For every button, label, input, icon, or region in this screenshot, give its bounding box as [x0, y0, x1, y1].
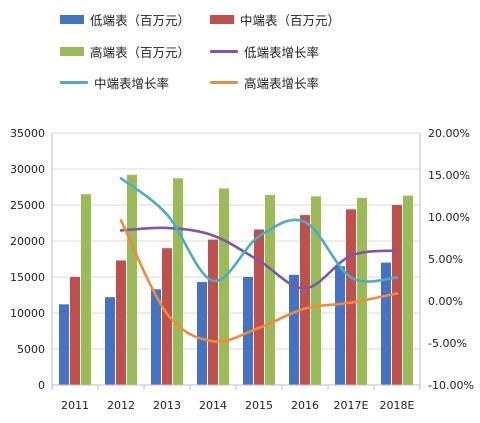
bar [105, 297, 115, 385]
legend-swatch-low-end-sales [60, 15, 84, 24]
bar [346, 209, 356, 385]
legend-swatch-mid-end-sales [210, 15, 234, 24]
y-right-tick-label: 10.00% [428, 211, 470, 224]
x-tick-label: 2018E [380, 399, 415, 412]
y-right-tick-label: -5.00% [428, 337, 467, 350]
legend-label-high-end-growth: 高端表增长率 [244, 76, 320, 91]
series-line [119, 219, 399, 343]
bar [173, 178, 183, 385]
legend-label-low-end-sales: 低端表（百万元） [90, 13, 191, 28]
bar [357, 197, 367, 385]
bar [81, 194, 91, 385]
legend-label-high-end-sales: 高端表（百万元） [90, 45, 191, 60]
legend-item-high-end-sales: 高端表（百万元） [60, 42, 190, 61]
y-right-tick-label: -10.00% [428, 379, 474, 392]
x-tick-label: 2014 [199, 399, 227, 412]
bar [70, 277, 80, 385]
bar [127, 174, 137, 385]
legend-label-mid-end-growth: 中端表增长率 [94, 76, 170, 91]
series-line [119, 226, 399, 290]
legend-swatch-high-end-sales [60, 47, 84, 56]
series-line [119, 177, 399, 283]
bar [335, 266, 345, 385]
bar [403, 195, 413, 385]
bar [265, 194, 275, 385]
bar [219, 188, 229, 385]
legend-item-mid-end-growth: 中端表增长率 [60, 73, 169, 92]
bar [300, 215, 310, 385]
y-left-tick-label: 15000 [10, 271, 45, 284]
bar [381, 262, 391, 385]
y-right-tick-label: 20.00% [428, 127, 470, 140]
legend-item-high-end-growth: 高端表增长率 [210, 73, 319, 92]
legend-label-low-end-growth: 低端表增长率 [244, 45, 320, 60]
bar [289, 274, 299, 385]
x-tick-label: 2017E [334, 399, 369, 412]
x-tick-label: 2015 [245, 399, 273, 412]
bar [311, 196, 321, 385]
bar [254, 229, 264, 385]
bar [197, 282, 207, 385]
y-left-tick-label: 35000 [10, 127, 45, 140]
y-left-tick-label: 30000 [10, 163, 45, 176]
bar [151, 289, 161, 385]
y-left-tick-label: 5000 [17, 343, 45, 356]
line-series-group [119, 177, 399, 343]
y-right-tick-label: 0.00% [428, 295, 463, 308]
legend-item-mid-end-sales: 中端表（百万元） [210, 10, 340, 29]
axes-group: 0 5000 10000 15000 20000 25000 30000 35000 -10.0… [10, 127, 474, 412]
legend-line-high-end-growth [210, 81, 238, 84]
chart-legend: 低端表（百万元） 中端表（百万元） 高端表（百万元） 低端表增长率 中端表增长率… [0, 0, 480, 110]
x-tick-label: 2012 [107, 399, 135, 412]
y-left-tick-label: 20000 [10, 235, 45, 248]
legend-label-mid-end-sales: 中端表（百万元） [240, 13, 341, 28]
bar [392, 205, 402, 385]
legend-item-low-end-sales: 低端表（百万元） [60, 10, 190, 29]
legend-item-low-end-growth: 低端表增长率 [210, 42, 319, 61]
y-right-tick-label: 5.00% [428, 253, 463, 266]
bar [162, 248, 172, 385]
bar [208, 239, 218, 385]
x-tick-label: 2013 [153, 399, 181, 412]
x-tick-label: 2011 [61, 399, 89, 412]
y-right-tick-label: 15.00% [428, 169, 470, 182]
bar [116, 260, 126, 385]
y-left-tick-label: 25000 [10, 199, 45, 212]
legend-line-low-end-growth [210, 50, 238, 53]
x-tick-label: 2016 [291, 399, 319, 412]
bar [59, 304, 69, 385]
y-left-tick-label: 0 [38, 379, 45, 392]
legend-line-mid-end-growth [60, 81, 88, 84]
y-left-tick-label: 10000 [10, 307, 45, 320]
